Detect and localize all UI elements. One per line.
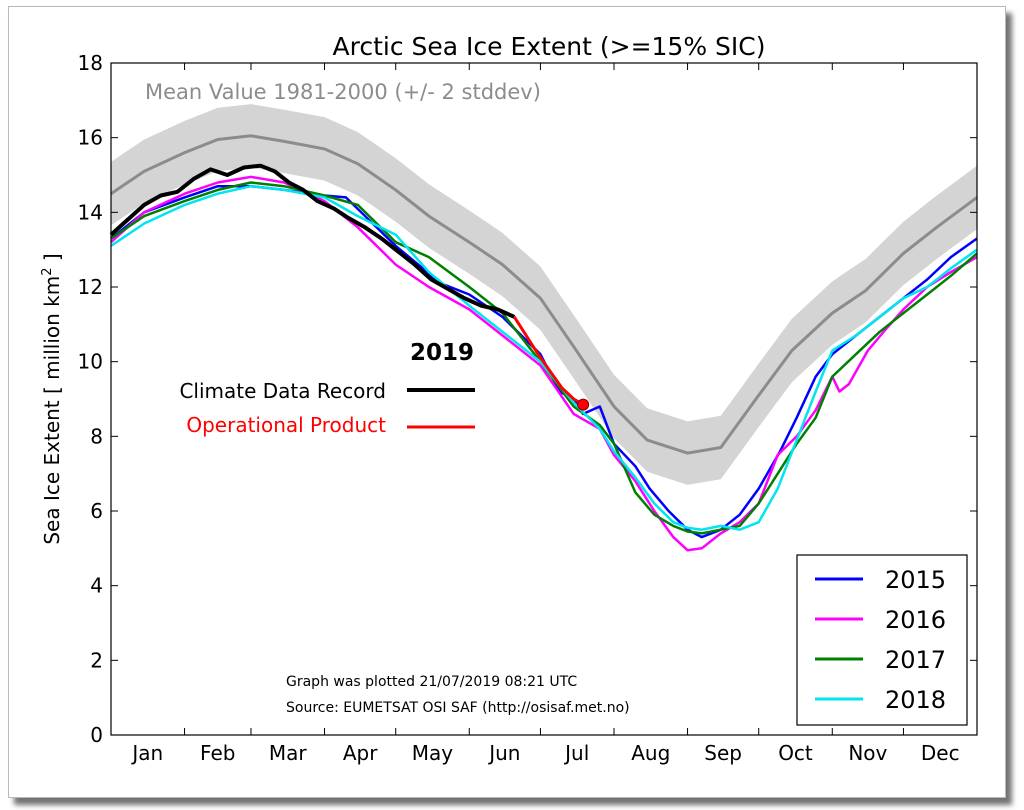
chart-title: Arctic Sea Ice Extent (>=15% SIC) <box>333 32 766 61</box>
month-label-mar: Mar <box>269 741 308 765</box>
plot-content <box>109 104 978 552</box>
y-axis-label-main: Sea Ice Extent [ million km <box>40 276 64 545</box>
month-label-aug: Aug <box>631 741 670 765</box>
y-tick-label: 0 <box>90 723 103 747</box>
month-label-feb: Feb <box>200 741 235 765</box>
y-axis-label-end: ] <box>40 253 64 267</box>
y-tick-label: 14 <box>78 200 103 224</box>
series-line-2019-climate-data-record <box>109 163 516 319</box>
footnote-source: Source: EUMETSAT OSI SAF (http://osisaf.… <box>286 700 630 716</box>
mean-line <box>110 134 978 455</box>
latest-value-marker <box>577 398 590 411</box>
month-label-jan: Jan <box>130 741 163 765</box>
year-2019-label: 2019 <box>410 340 474 366</box>
month-label-dec: Dec <box>921 741 960 765</box>
y-tick-label: 4 <box>90 574 103 598</box>
y-tick-label: 2 <box>90 648 103 672</box>
operational-product-label: Operational Product <box>186 413 386 437</box>
legend-label-2016: 2016 <box>885 606 946 634</box>
series-line-2017 <box>110 181 978 535</box>
series-line-2018 <box>110 184 978 531</box>
y-tick-label: 16 <box>78 126 103 150</box>
legend-label-2018: 2018 <box>885 686 946 714</box>
mean-stddev-band <box>111 104 977 485</box>
y-tick-label: 12 <box>78 275 103 299</box>
plot-frame <box>110 62 978 736</box>
legend-label-2015: 2015 <box>885 566 946 594</box>
month-label-jun: Jun <box>487 741 520 765</box>
y-tick-label: 18 <box>78 51 103 75</box>
footnote-plotted: Graph was plotted 21/07/2019 08:21 UTC <box>286 674 577 690</box>
month-label-apr: Apr <box>343 741 378 765</box>
month-label-jul: Jul <box>563 741 589 765</box>
month-label-sep: Sep <box>704 741 742 765</box>
month-label-may: May <box>412 741 454 765</box>
y-tick-label: 6 <box>90 499 103 523</box>
series-line-2016 <box>110 175 978 552</box>
mean-value-label: Mean Value 1981-2000 (+/- 2 stddev) <box>145 80 541 104</box>
month-label-oct: Oct <box>778 741 813 765</box>
y-axis-label: Sea Ice Extent [ million km2 ] <box>40 253 64 544</box>
y-tick-label: 10 <box>78 350 103 374</box>
legend-box <box>796 554 968 726</box>
month-label-nov: Nov <box>848 741 887 765</box>
sea-ice-chart: Arctic Sea Ice Extent (>=15% SIC) 0 2 4 6 8 1… <box>40 32 978 765</box>
series-line-2019-operational-product <box>513 316 584 406</box>
y-axis-label-sup: 2 <box>40 268 55 276</box>
y-axis: 0 2 4 6 8 10 12 14 16 18 <box>78 51 977 747</box>
figure: Arctic Sea Ice Extent (>=15% SIC) 0 2 4 6 8 1… <box>8 6 1006 798</box>
legend-label-2017: 2017 <box>885 646 946 674</box>
legend: 2015 2016 2017 2018 <box>796 554 968 726</box>
climate-data-record-label: Climate Data Record <box>179 379 386 403</box>
y-tick-label: 8 <box>90 424 103 448</box>
x-axis: Jan Feb Mar Apr May Jun Jul Aug Sep Oct Nov Dec <box>110 63 978 765</box>
